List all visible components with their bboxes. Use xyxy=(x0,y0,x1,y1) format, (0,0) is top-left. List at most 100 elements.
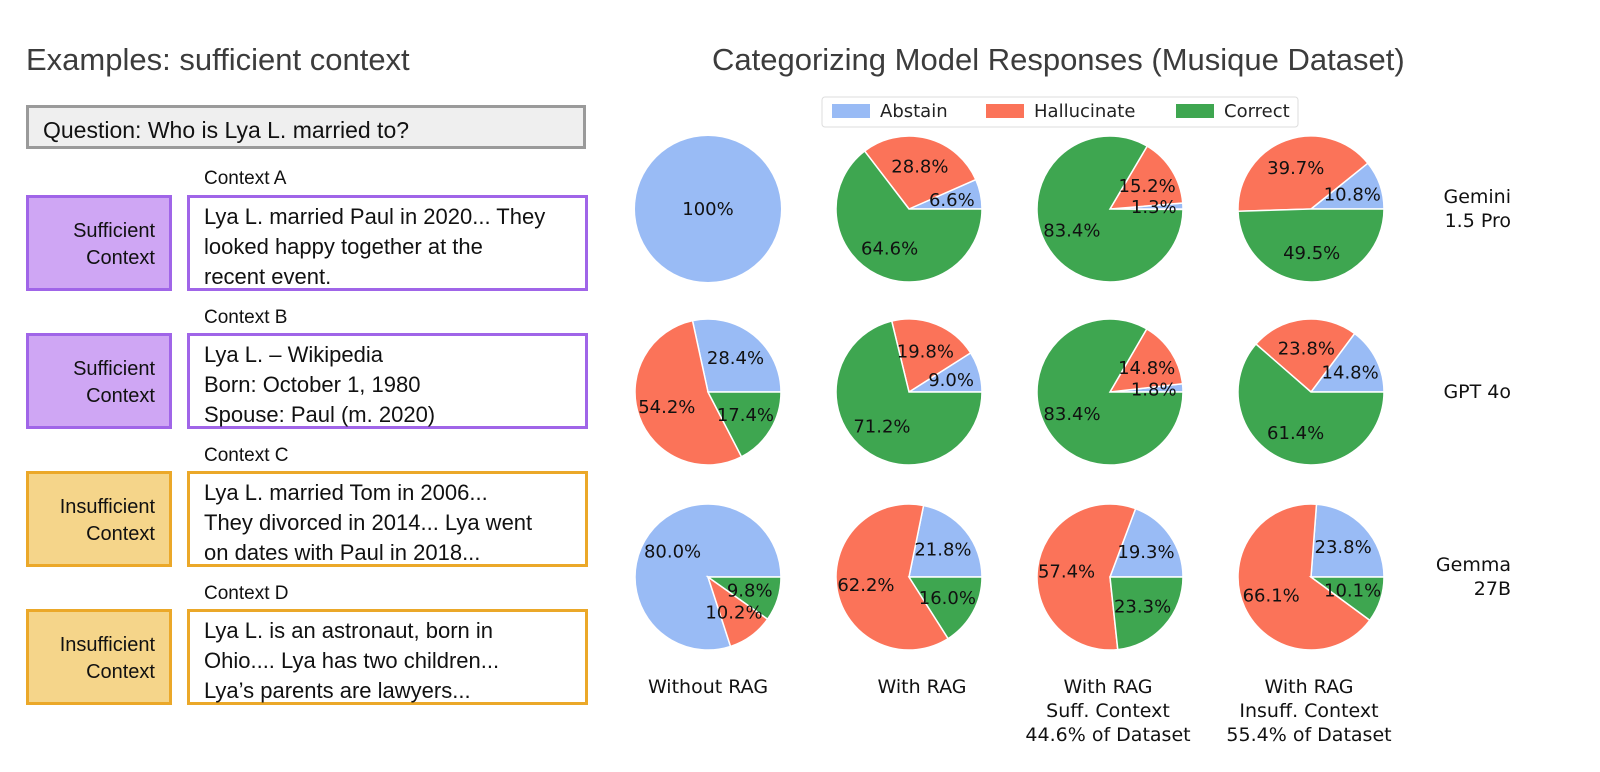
column-label: Without RAG xyxy=(648,676,768,698)
column-label-line: With RAG xyxy=(1064,676,1153,698)
slice-label-abstain: 14.8% xyxy=(1322,362,1379,383)
column-label: With RAG xyxy=(878,676,967,698)
slice-label-abstain: 23.8% xyxy=(1315,537,1372,558)
slice-label-correct: 83.4% xyxy=(1043,404,1100,425)
context-label: Context C xyxy=(204,445,289,466)
slice-label-correct: 23.3% xyxy=(1114,596,1171,617)
slice-label-hallucinate: 66.1% xyxy=(1243,585,1300,606)
slice-correct xyxy=(1036,318,1184,466)
model-label-line: Gemma xyxy=(1436,554,1511,576)
slice-label-hallucinate: 54.2% xyxy=(638,397,695,418)
sufficiency-tag: Sufficient Context xyxy=(26,195,172,291)
slice-label-correct: 61.4% xyxy=(1267,423,1324,444)
context-text: Lya L. is an astronaut, born in Ohio....… xyxy=(187,609,588,705)
slice-label-correct: 9.8% xyxy=(727,580,773,601)
slice-hallucinate xyxy=(863,135,977,210)
slice-abstain xyxy=(1108,507,1184,578)
slice-correct xyxy=(907,576,983,640)
pie-2-3: 1.8%14.8% 83.4% xyxy=(1036,318,1184,466)
pie-2-1: 28.4% 54.2% 17.4% xyxy=(634,318,782,466)
slice-label-abstain: 80.0% xyxy=(644,541,701,562)
model-label-line: 27B xyxy=(1474,578,1511,600)
slice-correct xyxy=(835,149,983,283)
pie-1-1: 100% xyxy=(635,136,781,282)
slice-correct xyxy=(1308,576,1385,622)
legend-label-abstain: Abstain xyxy=(880,101,948,122)
slice-label-correct: 49.5% xyxy=(1283,243,1340,264)
model-label: GPT 4o xyxy=(1443,381,1511,403)
slice-hallucinate xyxy=(1108,145,1184,210)
slice-hallucinate xyxy=(1036,503,1137,651)
column-label-line: Without RAG xyxy=(648,676,768,698)
slice-label-abstain: 19.3% xyxy=(1117,542,1174,563)
context-text: Lya L. – Wikipedia Born: October 1, 1980… xyxy=(187,333,588,429)
examples-title: Examples: sufficient context xyxy=(26,42,410,77)
pie-1-3: 1.3%15.2% 83.4% xyxy=(1036,135,1184,283)
question-box: Question: Who is Lya L. married to? xyxy=(26,105,586,149)
slice-label-hallucinate: 15.2% xyxy=(1119,176,1176,197)
pie-3-3: 19.3% 57.4% 23.3% xyxy=(1036,503,1184,651)
legend-label-correct: Correct xyxy=(1224,101,1290,122)
context-text: Lya L. married Tom in 2006... They divor… xyxy=(187,471,588,567)
slice-abstain xyxy=(635,136,781,282)
slice-correct xyxy=(706,391,782,458)
column-label-line: Insuff. Context xyxy=(1239,700,1378,722)
chart-title: Categorizing Model Responses (Musique Da… xyxy=(712,42,1405,77)
sufficiency-tag: Insufficient Context xyxy=(26,609,172,705)
slice-label-hallucinate: 10.2% xyxy=(705,602,762,623)
slice-abstain xyxy=(908,504,983,578)
slice-hallucinate xyxy=(1237,503,1371,651)
slice-label-correct: 83.4% xyxy=(1043,221,1100,242)
column-label-line: With RAG xyxy=(878,676,967,698)
column-label-line: Suff. Context xyxy=(1046,700,1170,722)
legend-swatch-hallucinate xyxy=(986,104,1024,118)
context-label: Context B xyxy=(204,307,288,328)
slice-correct xyxy=(1036,135,1184,283)
slice-label-hallucinate: 19.8% xyxy=(897,341,954,362)
slice-abstain xyxy=(691,318,782,393)
column-label-line: With RAG xyxy=(1265,676,1354,698)
slice-correct xyxy=(835,320,983,466)
pie-1-4: 10.8%39.7% 49.5% xyxy=(1237,135,1385,283)
pie-3-4: 23.8% 66.1% 10.1% xyxy=(1237,503,1385,651)
model-label-line: Gemini xyxy=(1443,186,1511,208)
slice-label-correct: 10.1% xyxy=(1324,581,1381,602)
sufficiency-tag: Sufficient Context xyxy=(26,333,172,429)
slice-abstain xyxy=(1310,503,1385,578)
pie-1-2: 6.6% 28.8% 64.6% xyxy=(835,135,983,283)
slice-label-abstain: 100% xyxy=(682,199,733,220)
chart-legend: Abstain Hallucinate Correct xyxy=(821,96,1299,128)
context-label: Context A xyxy=(204,168,287,189)
slice-label-abstain: 9.0% xyxy=(928,370,974,391)
slice-label-correct: 64.6% xyxy=(861,238,918,259)
legend-swatch-correct xyxy=(1176,104,1214,118)
slice-correct xyxy=(1237,208,1385,283)
model-label-line: GPT 4o xyxy=(1443,381,1511,403)
slice-label-correct: 71.2% xyxy=(853,416,910,437)
pie-2-2: 9.0% 19.8% 71.2% xyxy=(835,318,983,466)
legend-label-hallucinate: Hallucinate xyxy=(1034,101,1135,122)
slice-label-hallucinate: 39.7% xyxy=(1267,158,1324,179)
slice-label-hallucinate: 28.8% xyxy=(891,157,948,178)
slice-label-abstain: 21.8% xyxy=(914,539,971,560)
slice-label-correct: 16.0% xyxy=(919,588,976,609)
pie-3-1: 80.0% 10.2%9.8% xyxy=(634,503,782,651)
slice-label-hallucinate: 23.8% xyxy=(1278,338,1335,359)
slice-hallucinate xyxy=(1237,135,1369,213)
slice-hallucinate xyxy=(835,503,950,651)
context-text: Lya L. married Paul in 2020... They look… xyxy=(187,195,588,291)
pie-3-2: 21.8% 62.2% 16.0% xyxy=(835,503,983,651)
slice-hallucinate xyxy=(1108,327,1184,393)
column-label-line: 44.6% of Dataset xyxy=(1025,724,1190,746)
slice-correct xyxy=(705,576,782,621)
context-label: Context D xyxy=(204,583,289,604)
slice-label-hallucinate: 57.4% xyxy=(1038,562,1095,583)
slice-label-abstain: 6.6% xyxy=(929,190,975,211)
model-label-line: 1.5 Pro xyxy=(1445,210,1511,232)
slice-label-abstain: 1.8% xyxy=(1131,380,1177,401)
